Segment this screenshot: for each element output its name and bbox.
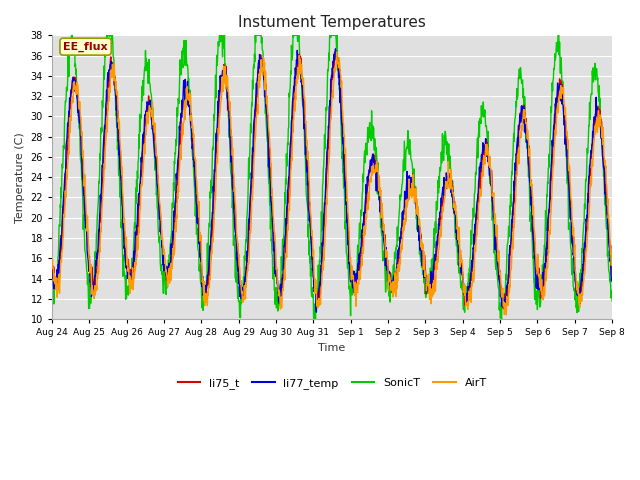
X-axis label: Time: Time	[319, 343, 346, 353]
Y-axis label: Temperature (C): Temperature (C)	[15, 132, 25, 223]
Legend: li75_t, li77_temp, SonicT, AirT: li75_t, li77_temp, SonicT, AirT	[173, 373, 491, 393]
Title: Instument Temperatures: Instument Temperatures	[238, 15, 426, 30]
Text: EE_flux: EE_flux	[63, 42, 108, 52]
